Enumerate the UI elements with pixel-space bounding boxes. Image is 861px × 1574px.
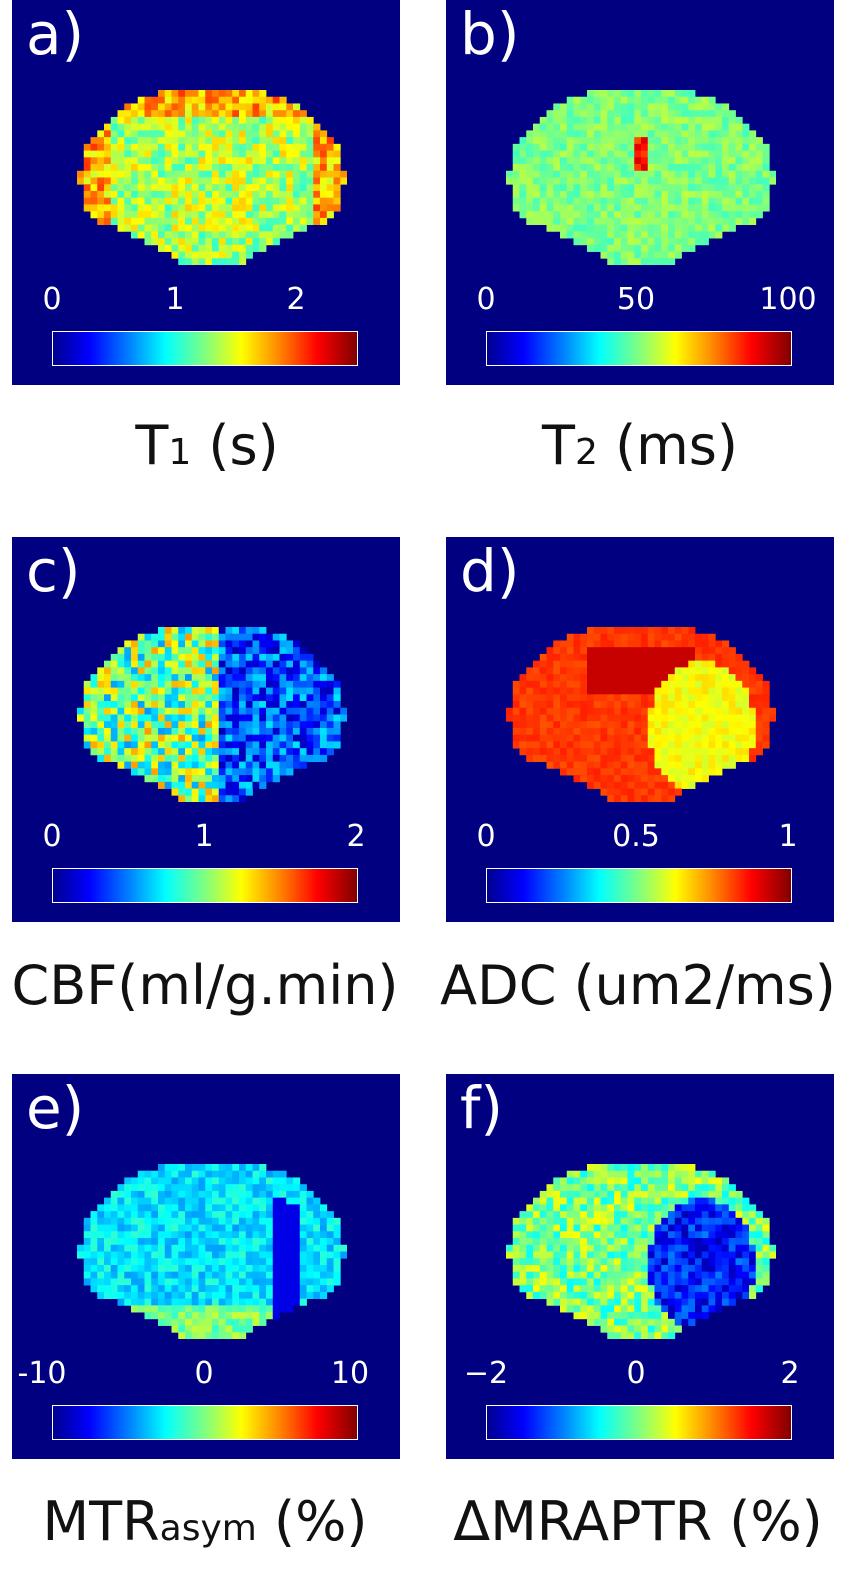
brain-map-mtr (77, 1164, 347, 1339)
panel-letter-e: e) (26, 1074, 85, 1142)
panel-b: b) 0 50 100 (446, 0, 834, 385)
tick-f-0: −2 (463, 1356, 509, 1391)
tick-b-2: 100 (759, 282, 817, 317)
colorbar-e (52, 1405, 358, 1440)
tick-b-0: 0 (476, 282, 496, 317)
brain-map-aptr (506, 1164, 776, 1339)
panel-d: d) 0 0.5 1 (446, 537, 834, 922)
colorbar-a (52, 331, 358, 366)
panel-a: a) 0 1 2 (12, 0, 400, 385)
tick-b-1: 50 (616, 282, 656, 317)
tick-d-0: 0 (476, 819, 496, 854)
brain-map-cbf (77, 627, 347, 802)
panel-letter-a: a) (26, 0, 85, 68)
panel-letter-f: f) (460, 1074, 504, 1142)
tick-d-2: 1 (778, 819, 798, 854)
tick-a-1: 1 (165, 282, 185, 317)
colorbar-f (486, 1405, 792, 1440)
caption-c: CBF(ml/g.min) (11, 954, 399, 1017)
tick-f-1: 0 (626, 1356, 646, 1391)
tick-f-2: 2 (780, 1356, 800, 1391)
colorbar-b (486, 331, 792, 366)
colorbar-d (486, 868, 792, 903)
tick-c-0: 0 (42, 819, 62, 854)
tick-a-0: 0 (42, 282, 62, 317)
caption-d: ADC (um2/ms) (440, 954, 836, 1017)
caption-b: T2 (ms) (542, 414, 738, 477)
tick-e-2: 10 (330, 1356, 370, 1391)
panel-c: c) 0 1 2 (12, 537, 400, 922)
tick-a-2: 2 (286, 282, 306, 317)
panel-letter-c: c) (26, 537, 81, 605)
panel-f: f) −2 0 2 (446, 1074, 834, 1459)
tick-e-1: 0 (194, 1356, 214, 1391)
caption-f: ΔMRAPTR (%) (453, 1490, 823, 1553)
tick-c-1: 1 (194, 819, 214, 854)
colorbar-c (52, 868, 358, 903)
tick-d-1: 0.5 (612, 819, 660, 854)
brain-map-t2 (506, 90, 776, 265)
brain-map-t1 (77, 90, 347, 265)
caption-a: T1 (s) (135, 414, 279, 477)
panel-letter-d: d) (460, 537, 520, 605)
tick-c-2: 2 (346, 819, 366, 854)
panel-e: e) -10 0 10 (12, 1074, 400, 1459)
caption-e: MTRasym (%) (42, 1490, 368, 1553)
panel-letter-b: b) (460, 0, 520, 68)
tick-e-0: -10 (17, 1356, 67, 1391)
brain-map-adc (506, 627, 776, 802)
